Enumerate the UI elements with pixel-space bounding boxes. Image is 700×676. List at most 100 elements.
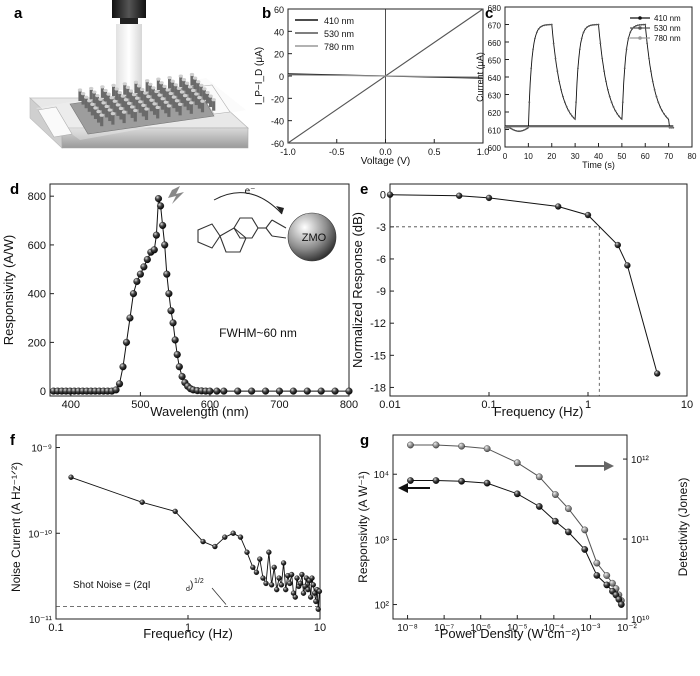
bond: [265, 219, 273, 229]
detectivity-point: [535, 473, 543, 481]
noise-point: [260, 575, 266, 581]
x-tick-label: 10⁻³: [581, 623, 601, 634]
fwhm-annotation: FWHM~60 nm: [219, 326, 297, 340]
detectivity-point: [603, 572, 611, 579]
responsivity-point: [407, 477, 414, 484]
spectral-point: [171, 336, 179, 344]
nanopillar: [134, 82, 138, 94]
noise-point: [172, 508, 178, 515]
noise-point: [266, 549, 272, 555]
x-tick-label: 800: [340, 399, 358, 411]
y-tick-label: -40: [271, 117, 284, 127]
spectral-point: [115, 380, 124, 388]
nanopillar-tip: [171, 95, 177, 99]
nanopillar: [92, 92, 96, 104]
nanopillar-tip: [143, 91, 148, 95]
y-tick-label: -9: [376, 286, 386, 298]
y-tick-label: -18: [370, 382, 386, 394]
nanopillar: [171, 81, 175, 93]
response-point: [606, 88, 609, 91]
detectivity-point: [581, 526, 589, 534]
nanopillar: [174, 84, 178, 96]
spectral-point: [152, 231, 160, 239]
noise-point: [278, 582, 285, 588]
nanopillar-tip: [84, 95, 89, 99]
nanopillar-tip: [151, 86, 156, 90]
nanopillar-tip: [165, 88, 170, 92]
response-point: [614, 109, 617, 112]
spectral-point: [262, 387, 270, 395]
response-point: [663, 112, 665, 115]
nanopillar: [98, 99, 103, 111]
nanopillar-tip: [115, 103, 121, 107]
noise-point: [280, 560, 287, 566]
nanopillar-tip: [107, 108, 113, 112]
y-tick-label: 40: [274, 27, 284, 37]
noise-point: [283, 586, 289, 593]
response-point: [541, 25, 544, 27]
y-tick-label: 60: [274, 5, 284, 15]
nanopillar: [205, 92, 210, 104]
noise-point: [200, 538, 206, 545]
nanopillar-tip: [125, 85, 131, 89]
nanopillar-tip: [176, 86, 182, 90]
nanopillar: [190, 74, 194, 86]
x-tick-label: 70: [664, 152, 673, 161]
bond: [271, 219, 287, 229]
response-point: [582, 31, 585, 34]
noise-point: [244, 549, 250, 555]
nanopillar: [154, 91, 159, 103]
response-point: [528, 101, 531, 103]
y-tick-label: 0: [279, 72, 284, 82]
y-axis-label: Current (μA): [475, 52, 485, 102]
noise-point: [230, 530, 236, 536]
response-point: [638, 24, 641, 26]
nanopillar-tip: [173, 83, 178, 87]
noise-point: [274, 586, 280, 593]
response-point: [590, 24, 592, 27]
response-point: [616, 112, 619, 115]
y-axis-label: Responsivity (A/W): [1, 235, 16, 346]
nanopillar-tip: [189, 72, 195, 77]
nanopillar: [140, 89, 144, 101]
x-tick-label: 10⁻⁷: [434, 623, 454, 634]
plot-frame: [49, 183, 350, 397]
noise-point: [308, 594, 314, 600]
nanopillar: [78, 90, 82, 101]
nanopillar: [167, 105, 171, 117]
detectivity-point: [483, 445, 491, 452]
nanopillar: [113, 101, 117, 113]
nanopillar: [138, 101, 142, 113]
y-tick-label: 10³: [375, 535, 390, 546]
spectral-point: [275, 387, 284, 395]
noise-point: [305, 586, 311, 593]
x-tick-label: 10⁻⁶: [470, 623, 491, 634]
y-tick-label: -12: [370, 318, 386, 330]
x-tick-label: 0.01: [379, 399, 400, 411]
nanopillar-tip: [159, 81, 164, 85]
x-tick-label: 700: [270, 399, 288, 411]
response-point: [571, 115, 574, 118]
spectral-point: [173, 351, 181, 359]
nanopillar-tip: [154, 89, 159, 94]
response-point: [629, 31, 632, 34]
response-point: [624, 262, 631, 269]
nanopillar-tip: [140, 87, 145, 92]
panel-label-g: g: [360, 432, 369, 449]
nanopillar-tip: [101, 101, 106, 105]
nanopillar-tip: [208, 94, 213, 98]
panel-f-noise-spectrum: 0.1 1 10 10⁻¹¹ 10⁻¹⁰ 10⁻⁹ Shot Noise = (2qI d) 1…: [9, 434, 326, 641]
arrowhead: [276, 206, 284, 214]
y-tick-label: -15: [370, 350, 386, 362]
y-axis-label: Responsivity (A W⁻¹): [356, 471, 370, 583]
nanopillar: [191, 90, 195, 102]
nanopillar-tip: [163, 100, 168, 104]
bodipy-ring: [197, 223, 221, 249]
nanopillar: [90, 104, 94, 116]
nanopillar: [133, 110, 137, 122]
response-point: [577, 67, 579, 70]
nanopillar-tip: [114, 87, 119, 91]
nanopillar-tip: [131, 93, 137, 97]
spectral-point: [178, 372, 186, 381]
y-tick-label: -6: [376, 254, 386, 266]
